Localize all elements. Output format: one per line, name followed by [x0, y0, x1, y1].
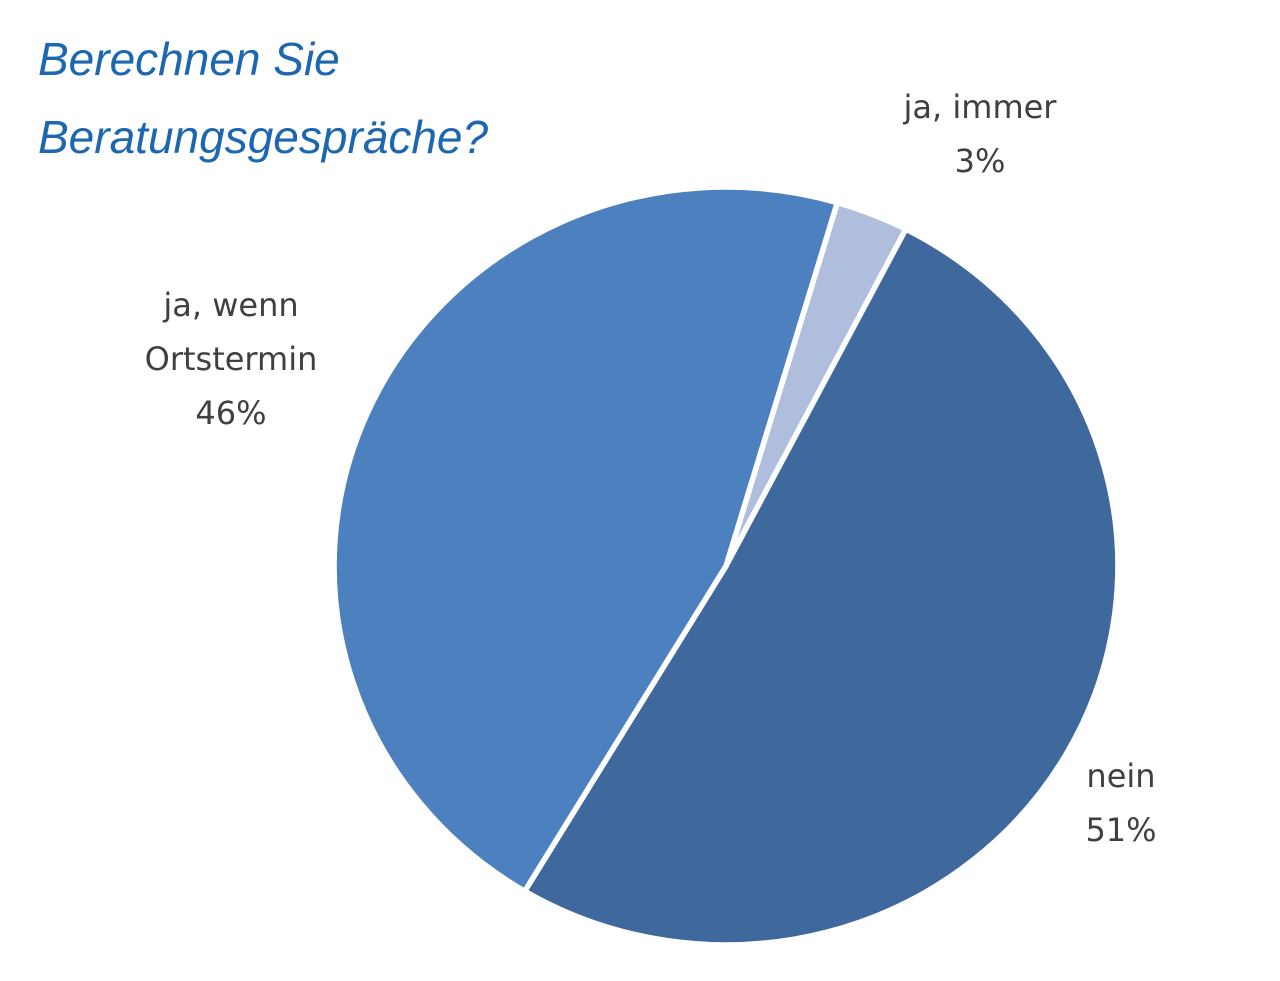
slice-label-value: 3% [954, 142, 1006, 180]
slice-label-text: nein [1086, 757, 1156, 795]
chart-title-line1: Berechnen Sie [38, 33, 340, 85]
slice-label-text: ja, wenn [163, 286, 299, 324]
slice-label-nein: nein 51% [1085, 749, 1156, 857]
slice-label-text: Ortstermin [144, 340, 318, 378]
slice-label-value: 51% [1085, 811, 1157, 849]
slice-label-ja-immer: ja, immer 3% [904, 80, 1057, 188]
pie-slice-nein [521, 226, 1121, 948]
slice-label-value: 46% [195, 394, 267, 432]
slice-label-text: ja, immer [903, 88, 1057, 126]
chart-title-line2: Beratungsgespräche? [38, 111, 489, 163]
chart-title: Berechnen Sie Beratungsgespräche? [38, 20, 488, 176]
pie-slice-ja-wenn-ortstermin [331, 184, 841, 894]
slice-label-ja-wenn-ortstermin: ja, wenn Ortstermin 46% [145, 278, 318, 440]
